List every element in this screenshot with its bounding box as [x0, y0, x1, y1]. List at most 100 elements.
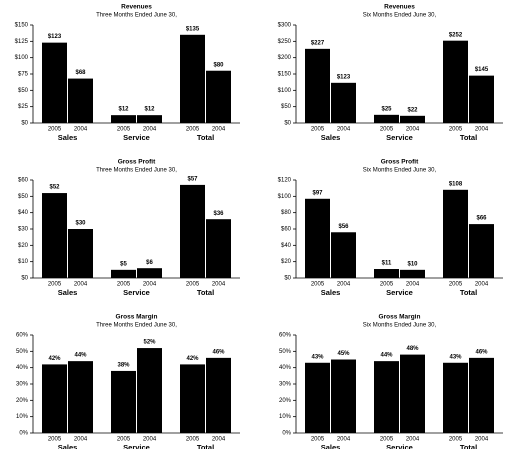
value-label: $12	[118, 107, 129, 113]
x-tick-label: 2005	[311, 437, 325, 443]
bar	[305, 198, 330, 278]
value-label: 48%	[406, 346, 419, 352]
chart-title: Gross Margin	[116, 314, 158, 321]
value-label: 42%	[186, 356, 199, 362]
bar	[374, 269, 399, 278]
value-label: 42%	[48, 356, 61, 362]
y-tick-label: $0	[21, 121, 28, 127]
x-tick-label: 2005	[380, 437, 394, 443]
bar	[400, 354, 425, 433]
x-tick-label: 2004	[143, 127, 157, 133]
bar	[443, 362, 468, 433]
group-label: Sales	[321, 443, 341, 449]
bar	[180, 364, 205, 433]
y-tick-label: 10%	[279, 414, 292, 420]
bar	[68, 361, 93, 433]
group-label: Service	[386, 288, 413, 297]
y-tick-label: 40%	[279, 365, 292, 371]
bar	[469, 75, 494, 123]
value-label: 46%	[475, 349, 488, 355]
y-tick-label: 0%	[282, 431, 291, 437]
bar	[42, 193, 67, 278]
chart-subtitle: Six Months Ended June 30,	[363, 168, 437, 174]
y-tick-label: 30%	[16, 382, 29, 388]
value-label: $12	[144, 107, 155, 113]
value-label: $25	[381, 106, 392, 112]
group-label: Service	[386, 133, 413, 142]
x-tick-label: 2004	[74, 282, 88, 288]
x-tick-label: 2004	[337, 437, 351, 443]
y-tick-label: $0	[21, 276, 28, 282]
bar	[206, 70, 231, 123]
x-tick-label: 2004	[475, 282, 489, 288]
bar	[400, 269, 425, 278]
y-tick-label: $20	[18, 243, 29, 249]
value-label: 44%	[74, 353, 87, 359]
y-tick-label: $20	[281, 259, 292, 265]
value-label: 38%	[117, 363, 130, 369]
bar	[111, 269, 136, 278]
group-label: Sales	[58, 133, 78, 142]
bar	[137, 348, 162, 433]
value-label: $227	[311, 40, 325, 46]
group-label: Sales	[58, 443, 78, 449]
chart-subtitle: Three Months Ended June 30,	[96, 323, 177, 329]
x-tick-label: 2005	[449, 282, 463, 288]
x-tick-label: 2004	[143, 282, 157, 288]
x-tick-label: 2005	[449, 127, 463, 133]
y-tick-label: $40	[18, 210, 29, 216]
bar	[305, 362, 330, 433]
y-tick-label: $75	[18, 72, 29, 78]
group-label: Total	[197, 133, 214, 142]
y-tick-label: $60	[18, 178, 29, 184]
bar	[305, 48, 330, 124]
y-tick-label: $150	[278, 72, 292, 78]
chart-subtitle: Three Months Ended June 30,	[96, 168, 177, 174]
y-tick-label: $50	[18, 194, 29, 200]
x-tick-label: 2005	[186, 127, 200, 133]
bar	[137, 268, 162, 278]
y-tick-label: 20%	[16, 398, 29, 404]
y-tick-label: 10%	[16, 414, 29, 420]
chart-title: Revenues	[384, 4, 415, 11]
chart-title: Gross Margin	[379, 314, 421, 321]
bar	[374, 114, 399, 123]
group-label: Total	[460, 288, 477, 297]
value-label: $5	[120, 261, 127, 267]
chart-subtitle: Six Months Ended June 30,	[363, 323, 437, 329]
bar	[180, 34, 205, 123]
group-label: Sales	[321, 133, 341, 142]
value-label: 43%	[449, 354, 462, 360]
value-label: $11	[382, 261, 392, 267]
bar	[206, 219, 231, 278]
bar	[331, 359, 356, 433]
y-tick-label: $80	[281, 210, 292, 216]
y-tick-label: $100	[278, 88, 292, 94]
x-tick-label: 2004	[475, 127, 489, 133]
value-label: $57	[187, 176, 198, 182]
y-tick-label: $25	[18, 104, 29, 110]
y-tick-label: 20%	[279, 398, 292, 404]
bar	[400, 115, 425, 123]
bar	[111, 115, 136, 123]
y-tick-label: $60	[281, 227, 292, 233]
y-tick-label: $0	[284, 276, 291, 282]
y-tick-label: 50%	[279, 349, 292, 355]
value-label: 44%	[380, 353, 393, 359]
y-tick-label: $250	[278, 39, 292, 45]
value-label: $66	[476, 216, 487, 222]
bar	[68, 229, 93, 278]
y-tick-label: $0	[284, 121, 291, 127]
y-tick-label: $30	[18, 227, 29, 233]
x-tick-label: 2005	[311, 282, 325, 288]
group-label: Total	[197, 288, 214, 297]
group-label: Total	[197, 443, 214, 449]
y-tick-label: $150	[15, 23, 29, 29]
x-tick-label: 2004	[406, 282, 420, 288]
bar	[331, 82, 356, 123]
value-label: 45%	[337, 351, 350, 357]
value-label: $68	[75, 70, 86, 76]
chart-title: Gross Profit	[381, 159, 419, 166]
value-label: $36	[213, 211, 224, 217]
x-tick-label: 2004	[337, 282, 351, 288]
